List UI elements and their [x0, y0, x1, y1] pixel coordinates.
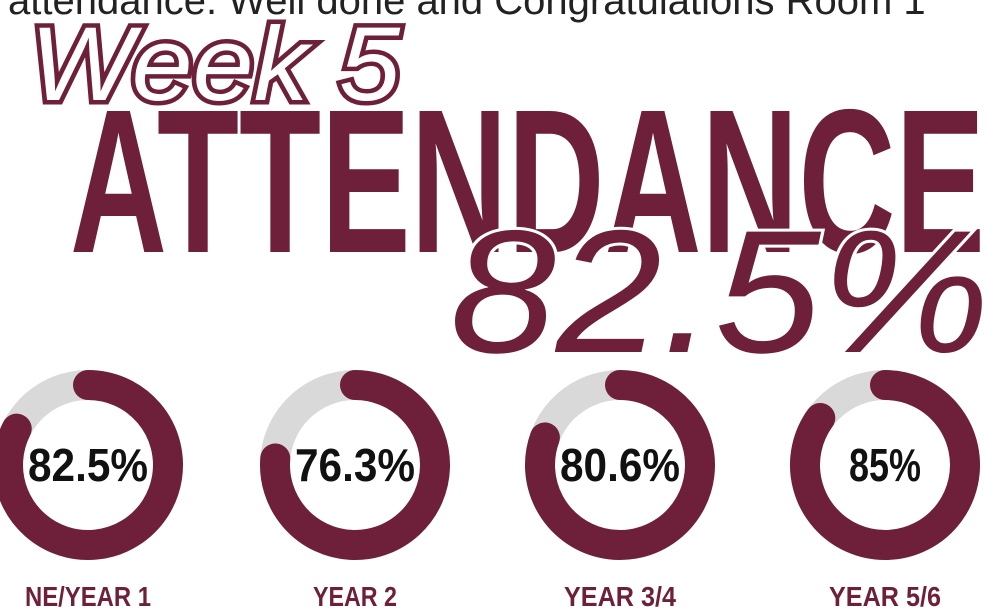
donut-title: YEAR 5/6: [829, 581, 941, 612]
donut-title: NE/YEAR 1: [25, 581, 151, 612]
donut-arc: [0, 370, 183, 560]
caption: attendance. Well done and Congratulation…: [8, 0, 926, 23]
donut-value-label: 85%: [849, 439, 921, 491]
overall-rate: 82.5%: [450, 195, 990, 390]
donut-title: YEAR 3/4: [564, 581, 676, 612]
donut-value-label: 80.6%: [560, 439, 680, 491]
donut-arc: [790, 370, 980, 560]
donut-arc: [525, 370, 715, 560]
donut-value-label: 82.5%: [28, 439, 148, 491]
week-title: Week 5: [30, 6, 401, 123]
donut-arc: [260, 370, 450, 560]
heading: ATTENDANCE: [70, 67, 985, 296]
donut-value-label: 76.3%: [295, 439, 415, 491]
donut-title: YEAR 2: [313, 581, 397, 612]
